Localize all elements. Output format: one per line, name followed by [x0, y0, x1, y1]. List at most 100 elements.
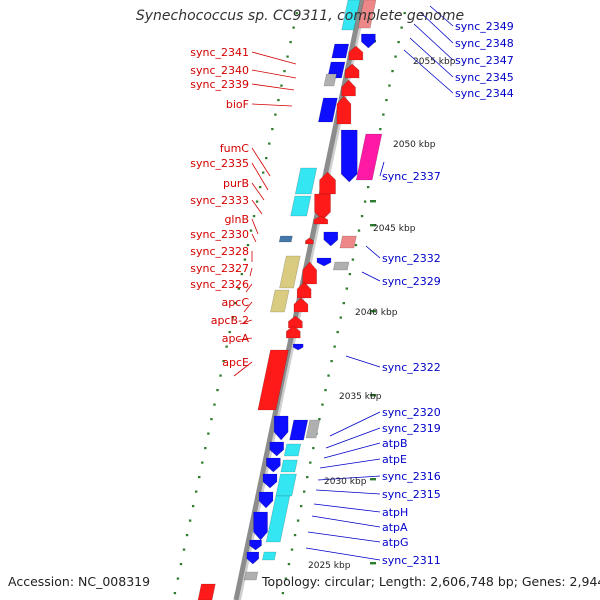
gene-arrow — [341, 79, 356, 97]
leader-line — [233, 361, 253, 377]
tick-mark — [295, 12, 298, 15]
leader-line — [251, 199, 263, 215]
gene-label-left: sync_2328 — [190, 245, 249, 258]
tick-mark — [333, 345, 336, 348]
gene-block — [197, 583, 216, 600]
gene-label-left: sync_2339 — [190, 78, 249, 91]
tick-mark — [228, 331, 231, 334]
leader-line — [429, 5, 454, 27]
gene-label-left: sync_2340 — [190, 64, 249, 77]
kbp-label: 2045 kbp — [373, 224, 416, 234]
gene-block — [265, 495, 291, 543]
leader-line — [237, 337, 253, 341]
tick-mark — [237, 287, 241, 290]
leader-line — [245, 283, 253, 293]
tick-mark — [268, 142, 271, 145]
tick-mark — [225, 345, 228, 348]
tick-mark-major — [370, 224, 376, 227]
leader-line — [251, 162, 269, 191]
kbp-label: 2035 kbp — [339, 392, 382, 402]
tick-mark — [252, 215, 256, 218]
gene-arrow — [253, 511, 268, 541]
tick-mark — [207, 432, 210, 435]
gene-label-left: apcB-2 — [211, 314, 249, 327]
leader-line — [251, 233, 257, 243]
tick-mark — [309, 461, 312, 464]
tick-mark — [258, 186, 262, 189]
tick-mark-major — [370, 562, 376, 565]
tick-mark — [306, 476, 309, 479]
gene-label-right: atpE — [382, 453, 407, 466]
gene-label-left: glnB — [224, 213, 249, 226]
map-title: Synechococcus sp. CC9311, complete genom… — [135, 8, 465, 24]
gene-label-left: apcA — [222, 332, 250, 345]
gene-label-right: sync_2332 — [382, 252, 441, 265]
leader-line — [319, 458, 381, 469]
tick-mark — [339, 316, 342, 319]
gene-label-right: sync_2348 — [455, 37, 514, 50]
gene-block — [243, 571, 259, 581]
leader-line — [251, 103, 293, 107]
gene-block — [305, 419, 321, 439]
gene-arrow — [285, 325, 301, 339]
tick-mark-major — [370, 394, 376, 397]
tick-mark — [382, 113, 385, 116]
tick-mark-major — [370, 478, 376, 481]
leader-line — [317, 475, 381, 481]
leader-line — [361, 271, 381, 282]
tick-mark — [246, 244, 250, 247]
leader-line — [409, 37, 454, 78]
tick-mark — [243, 258, 247, 261]
gene-arrow — [293, 297, 309, 313]
tick-mark — [249, 229, 253, 232]
gene-label-left: fumC — [220, 142, 250, 155]
gene-arrow — [249, 539, 262, 551]
gene-arrow — [361, 33, 376, 49]
gene-features — [197, 0, 383, 600]
gene-label-right: sync_2315 — [382, 488, 441, 501]
tick-mark — [400, 26, 403, 29]
tick-mark — [280, 84, 283, 87]
gene-label-right: atpA — [382, 521, 408, 534]
gene-label-left: sync_2341 — [190, 46, 249, 59]
gene-label-right: sync_2320 — [382, 406, 441, 419]
tick-mark — [403, 12, 406, 15]
tick-mark — [204, 447, 207, 450]
leader-line — [239, 319, 253, 325]
gene-arrow — [246, 551, 260, 565]
gene-block — [278, 235, 293, 243]
gene-label-right: sync_2347 — [455, 54, 514, 67]
label-leader-lines — [233, 5, 454, 561]
tick-mark — [345, 287, 349, 290]
tick-mark — [296, 519, 300, 522]
tick-mark — [240, 273, 244, 276]
gene-block — [341, 0, 361, 31]
tick-mark — [360, 215, 364, 218]
gene-block — [339, 235, 357, 249]
gene-arrow — [313, 215, 329, 225]
tick-mark — [210, 418, 213, 421]
leader-line — [251, 69, 297, 79]
tick-mark — [255, 200, 259, 203]
tick-mark — [213, 403, 216, 406]
gene-arrow — [340, 129, 358, 183]
tick-mark — [292, 26, 295, 29]
leader-line — [307, 531, 381, 543]
gene-label-right: sync_2322 — [382, 361, 441, 374]
tick-mark — [324, 389, 327, 392]
gene-label-left: apcC — [222, 296, 250, 309]
tick-mark — [173, 592, 177, 595]
gene-block — [283, 443, 302, 457]
gene-label-left: sync_2330 — [190, 228, 249, 241]
gene-arrow — [302, 261, 317, 285]
leader-line — [419, 11, 454, 44]
tick-mark — [357, 229, 361, 232]
gene-label-right: sync_2337 — [382, 170, 441, 183]
gene-label-right: sync_2316 — [382, 470, 441, 483]
tick-mark — [281, 592, 285, 595]
gene-arrow — [314, 193, 331, 221]
tick-mark — [284, 577, 288, 580]
tick-mark — [265, 157, 268, 160]
